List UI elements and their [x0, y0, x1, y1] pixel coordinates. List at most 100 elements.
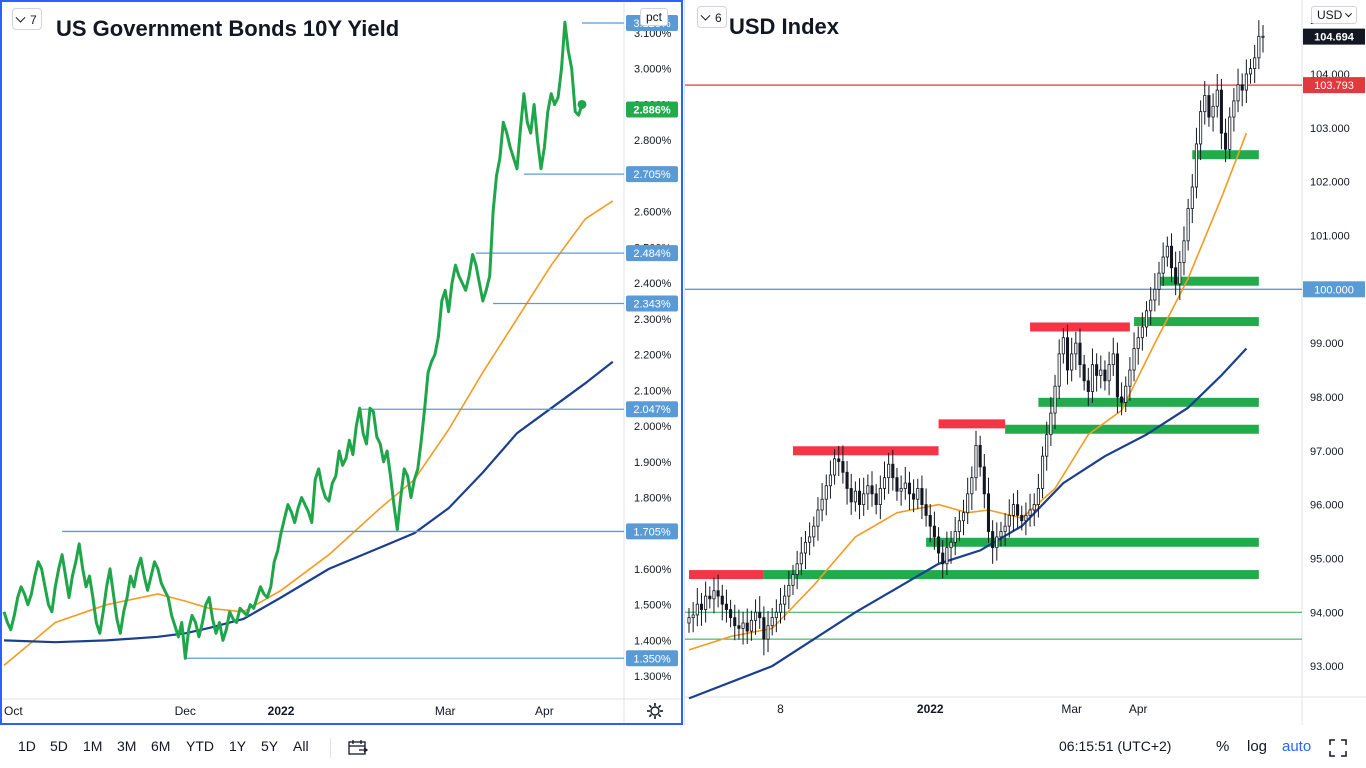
- candle-body: [1174, 267, 1178, 285]
- y-tick-label: 1.400%: [634, 635, 672, 647]
- calendar-range-icon[interactable]: [347, 738, 369, 758]
- usd-index-chart-panel[interactable]: 6 USD Index 93.000 94.000 95.000 96.000 97.0…: [684, 0, 1366, 725]
- range-6m-button[interactable]: 6M: [151, 738, 171, 754]
- candle-body: [816, 509, 820, 527]
- candle-body: [1190, 186, 1194, 209]
- candle-body: [949, 541, 953, 549]
- bond-yield-chart-panel[interactable]: 7 US Government Bonds 10Y Yield 1.300% 1.…: [0, 0, 683, 725]
- candle-body: [787, 584, 791, 597]
- candle-body: [1257, 35, 1261, 59]
- auto-scale-toggle[interactable]: auto: [1282, 738, 1312, 755]
- candle-body: [982, 466, 986, 495]
- chevron-down-icon: [1344, 10, 1352, 18]
- y-tick-label: 1.300%: [634, 671, 672, 683]
- candle-body: [828, 474, 832, 487]
- range-all-button[interactable]: All: [293, 738, 309, 754]
- candle-body: [986, 493, 991, 532]
- candle-body: [1161, 256, 1165, 274]
- candle-body: [720, 595, 724, 605]
- candle-body: [1240, 84, 1244, 91]
- clock-readout[interactable]: 06:15:51 (UTC+2): [1059, 738, 1172, 754]
- candle-body: [1020, 514, 1024, 522]
- unit-label[interactable]: pct: [640, 8, 669, 26]
- candle-body: [1253, 57, 1257, 69]
- collapse-toggle[interactable]: 7: [12, 8, 42, 30]
- candle-body: [870, 485, 874, 495]
- range-1y-button[interactable]: 1Y: [229, 738, 247, 754]
- candle-body: [699, 603, 704, 610]
- candle-body: [991, 531, 995, 549]
- panel-badge-number: 6: [715, 11, 722, 25]
- currency-label: USD: [1317, 8, 1343, 22]
- range-ytd-button[interactable]: YTD: [186, 738, 214, 754]
- candle-body: [1053, 385, 1057, 414]
- candle-body: [1120, 396, 1124, 403]
- candle-body: [912, 493, 916, 500]
- candle-body: [1065, 337, 1070, 371]
- candle-body: [995, 536, 999, 549]
- currency-select[interactable]: USD: [1311, 6, 1357, 24]
- candle-body: [1132, 348, 1136, 371]
- candle-body: [808, 536, 812, 543]
- candle-body: [791, 574, 795, 586]
- y-tick-label: 3.000%: [634, 64, 672, 76]
- candle-body: [820, 498, 824, 511]
- candle-body: [928, 514, 932, 527]
- resistance-zone: [689, 570, 764, 580]
- candle-body: [1136, 337, 1140, 349]
- range-3m-button[interactable]: 3M: [117, 738, 137, 754]
- candle-body: [1095, 364, 1099, 376]
- gear-icon[interactable]: [646, 702, 664, 720]
- candle-body: [1003, 525, 1007, 532]
- candle-body: [1194, 143, 1198, 188]
- y-tick-label: 2.600%: [634, 207, 672, 219]
- bond-yield-chart[interactable]: 1.300%1.400%1.500%1.600%1.700%1.800%1.90…: [2, 2, 681, 723]
- candle-body: [1007, 514, 1011, 527]
- y-tick-label: 101.000: [1310, 230, 1350, 242]
- candle-body: [957, 520, 961, 532]
- level-price-label-bg: [626, 523, 678, 540]
- y-tick-label: 2.400%: [634, 278, 672, 290]
- y-tick-label: 1.800%: [634, 492, 672, 504]
- candle-body: [762, 617, 766, 640]
- candle-body: [716, 590, 720, 597]
- moving-average-line: [3, 200, 614, 667]
- candle-body: [1032, 504, 1036, 511]
- y-tick-label: 2.800%: [634, 135, 672, 147]
- candle-body: [1045, 434, 1049, 457]
- range-1d-button[interactable]: 1D: [18, 738, 36, 754]
- level-price-label-bg: [1303, 77, 1365, 94]
- range-5y-button[interactable]: 5Y: [261, 738, 279, 754]
- candle-body: [754, 611, 758, 621]
- y-tick-label: 2.300%: [634, 314, 672, 326]
- x-tick-label: Apr: [535, 704, 554, 718]
- range-5d-button[interactable]: 5D: [50, 738, 68, 754]
- candle-body: [1178, 261, 1182, 285]
- candle-body: [1078, 342, 1082, 366]
- usd-index-chart[interactable]: 93.000 94.000 95.000 96.000 97.000 98.000 99.0…: [685, 0, 1366, 725]
- candle-body: [1165, 245, 1169, 258]
- candle-body: [878, 488, 882, 506]
- candle-body: [853, 490, 857, 503]
- log-toggle[interactable]: log: [1247, 738, 1268, 755]
- level-price-label: 2.343%: [633, 298, 671, 310]
- collapse-toggle[interactable]: 6: [697, 6, 727, 28]
- last-price-label-bg: [626, 101, 678, 118]
- x-tick-label: Mar: [435, 704, 456, 718]
- candle-body: [778, 603, 783, 613]
- y-tick-label: 3.100%: [634, 28, 672, 40]
- candle-body: [1082, 364, 1086, 382]
- candle-body: [1169, 245, 1174, 269]
- candle-body: [824, 485, 828, 500]
- range-1m-button[interactable]: 1M: [83, 738, 103, 754]
- fullscreen-icon[interactable]: [1328, 738, 1348, 758]
- last-price-dot: [577, 99, 587, 109]
- candle-body: [866, 485, 870, 495]
- candle-body: [1207, 95, 1211, 118]
- candle-body: [857, 490, 862, 506]
- y-tick-label: 1.500%: [634, 600, 672, 612]
- support-zone: [1159, 276, 1259, 286]
- candle-body: [704, 595, 708, 610]
- x-tick-label: Dec: [175, 704, 196, 718]
- percent-toggle[interactable]: %: [1216, 738, 1230, 755]
